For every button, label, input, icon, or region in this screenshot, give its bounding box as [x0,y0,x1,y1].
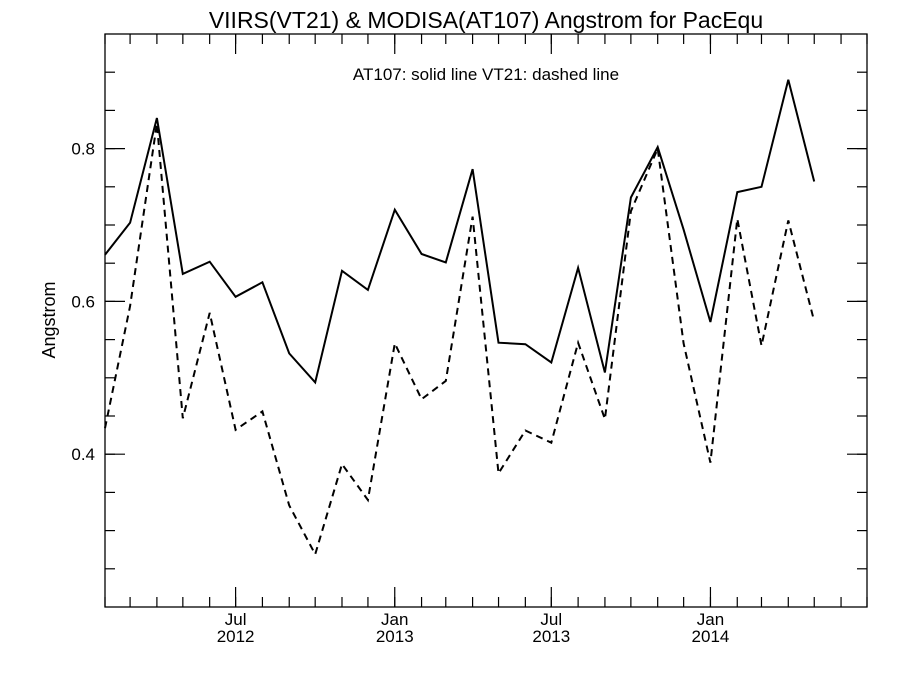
x-tick-label-month: Jul [540,610,562,629]
line-style-annotation: AT107: solid line VT21: dashed line [353,65,619,84]
x-tick-label-month: Jul [225,610,247,629]
axis-ticks [104,34,868,607]
x-tick-label-year: 2013 [376,627,414,646]
y-axis-label: Angstrom [39,281,59,358]
x-tick-label-month: Jan [381,610,408,629]
x-tick-label-year: 2012 [217,627,255,646]
series-line-at107 [104,79,816,385]
y-tick-label: 0.6 [71,292,95,311]
y-tick-label: 0.8 [71,140,95,159]
x-tick-label-year: 2013 [532,627,570,646]
x-tick-label-year: 2014 [692,627,730,646]
y-tick-label: 0.4 [71,445,95,464]
plot-frame [104,33,868,608]
chart-title: VIIRS(VT21) & MODISA(AT107) Angstrom for… [209,7,763,33]
series-lines [104,79,816,557]
series-line-vt21 [104,123,816,557]
x-tick-label-month: Jan [697,610,724,629]
